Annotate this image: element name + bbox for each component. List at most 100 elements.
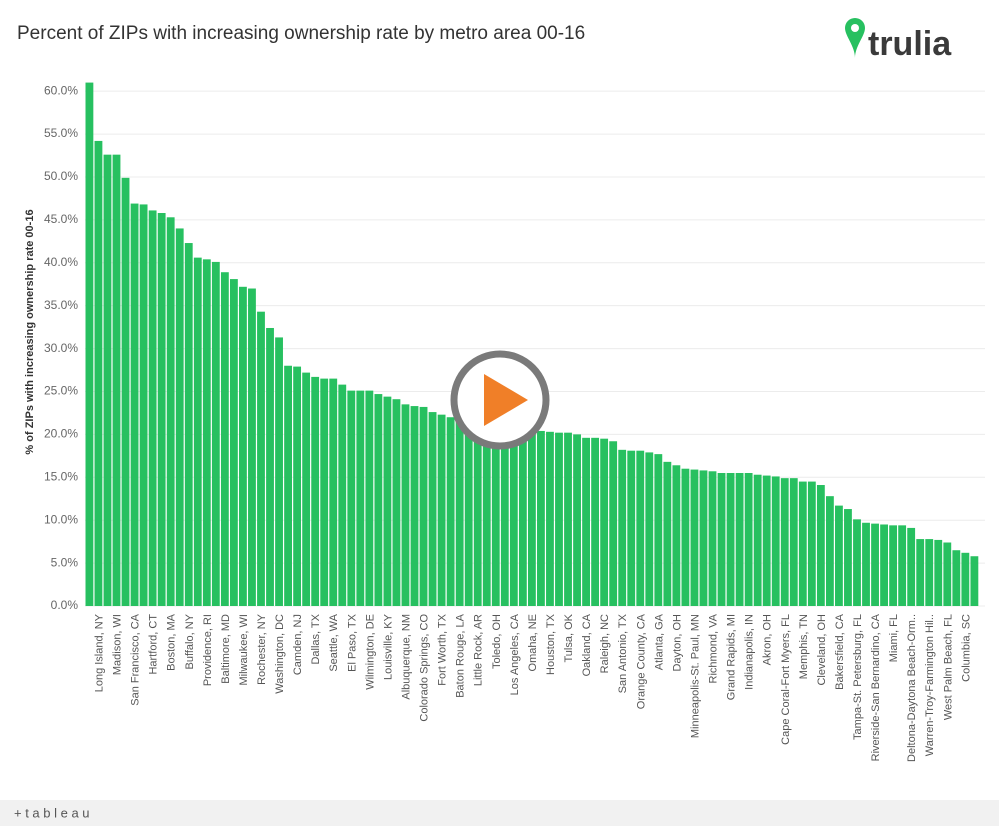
- bar: [952, 550, 961, 606]
- bar: [518, 429, 527, 606]
- bar: [663, 461, 672, 606]
- bar: [744, 473, 753, 606]
- bar: [645, 452, 654, 606]
- bar: [961, 552, 970, 606]
- x-tick-label: Seattle, WA: [328, 613, 340, 671]
- x-tick-label: Providence, RI: [202, 614, 214, 686]
- bar: [898, 525, 907, 606]
- bar: [437, 414, 446, 606]
- bar: [266, 327, 274, 606]
- x-tick-label: West Palm Beach, FL: [942, 614, 954, 720]
- bar: [853, 519, 861, 606]
- x-tick-label: Richmond, VA: [708, 613, 720, 683]
- bar: [103, 154, 112, 606]
- logo-text: trulia: [868, 25, 952, 63]
- bar: [121, 177, 130, 606]
- x-tick-label: Memphis, TN: [798, 614, 810, 679]
- bar: [825, 496, 834, 606]
- bar: [717, 473, 726, 606]
- bar: [446, 417, 455, 606]
- bar: [139, 204, 148, 606]
- bar: [708, 471, 717, 606]
- y-tick-label: 30.0%: [44, 341, 78, 355]
- bar: [546, 431, 554, 606]
- y-tick-label: 50.0%: [44, 169, 78, 183]
- bar: [681, 468, 690, 606]
- bar: [112, 154, 121, 606]
- bar: [573, 434, 581, 606]
- bar: [771, 476, 780, 606]
- bar: [627, 450, 636, 606]
- x-tick-label: Dallas, TX: [310, 613, 322, 664]
- x-tick-label: Deltona-Daytona Beach-Orm..: [906, 614, 918, 762]
- bar: [392, 399, 401, 606]
- y-tick-label: 5.0%: [51, 555, 79, 569]
- bar: [482, 424, 491, 606]
- bar: [239, 286, 247, 606]
- play-triangle[interactable]: [484, 374, 528, 426]
- footer-text[interactable]: + t a b l e a u: [14, 805, 90, 820]
- x-tick-label: Bakersfield, CA: [834, 613, 846, 689]
- y-tick-label: 60.0%: [44, 83, 78, 97]
- bar: [780, 478, 789, 606]
- x-tick-label: Cape Coral-Fort Myers, FL: [780, 614, 792, 745]
- bar: [293, 366, 302, 606]
- x-tick-label: San Francisco, CA: [130, 613, 142, 705]
- bar: [94, 140, 103, 607]
- bar: [807, 481, 816, 606]
- x-tick-label: Akron, OH: [762, 614, 774, 665]
- bar: [943, 542, 952, 606]
- bar: [844, 509, 852, 606]
- bar: [762, 475, 771, 606]
- bar: [907, 527, 916, 606]
- bar: [383, 396, 392, 606]
- x-tick-label: Indianapolis, IN: [744, 614, 756, 690]
- x-tick-label: San Antonio, TX: [617, 613, 629, 693]
- bar: [311, 376, 320, 606]
- bar: [564, 432, 572, 606]
- bar: [211, 261, 220, 606]
- bar: [509, 427, 518, 606]
- x-tick-label: Little Rock, AR: [473, 614, 485, 686]
- bar: [401, 404, 410, 606]
- bar: [365, 390, 374, 606]
- x-tick-label: Toledo, OH: [491, 614, 503, 669]
- bar: [85, 82, 94, 607]
- bar: [338, 384, 347, 606]
- bar: [654, 454, 663, 606]
- bar: [862, 522, 870, 606]
- x-tick-label: Houston, TX: [545, 613, 557, 675]
- bar: [970, 556, 979, 606]
- bar: [374, 394, 383, 606]
- bar: [500, 426, 509, 606]
- bar: [166, 217, 175, 607]
- x-tick-label: Washington, DC: [274, 614, 286, 694]
- bar: [320, 378, 329, 606]
- x-tick-label: Colorado Springs, CO: [419, 614, 431, 722]
- x-tick-label: Buffalo, NY: [184, 613, 196, 669]
- bar: [455, 418, 464, 606]
- bar: [925, 539, 934, 606]
- x-tick-label: Long Island, NY: [93, 613, 105, 692]
- x-tick-label: Fort Worth, TX: [437, 613, 449, 685]
- bar: [934, 539, 943, 606]
- x-tick-label: Orange County, CA: [635, 613, 647, 709]
- bar: [690, 469, 699, 606]
- x-tick-label: Camden, NJ: [292, 614, 304, 675]
- play-button[interactable]: [450, 350, 550, 450]
- y-tick-label: 35.0%: [44, 298, 78, 312]
- bar: [618, 449, 627, 606]
- x-tick-label: Tampa-St. Petersburg, FL: [852, 614, 864, 740]
- x-tick-label: El Paso, TX: [346, 613, 358, 672]
- bar: [871, 523, 879, 606]
- y-tick-label: 0.0%: [51, 598, 79, 612]
- x-tick-label: Cleveland, OH: [816, 614, 828, 686]
- bar: [491, 425, 500, 606]
- logo-pin: [845, 18, 865, 58]
- bar: [537, 430, 545, 606]
- bar: [220, 272, 229, 606]
- bar: [555, 432, 563, 606]
- bar: [600, 438, 609, 606]
- x-tick-label: Minneapolis-St. Paul, MN: [689, 614, 701, 738]
- y-tick-label: 10.0%: [44, 512, 78, 526]
